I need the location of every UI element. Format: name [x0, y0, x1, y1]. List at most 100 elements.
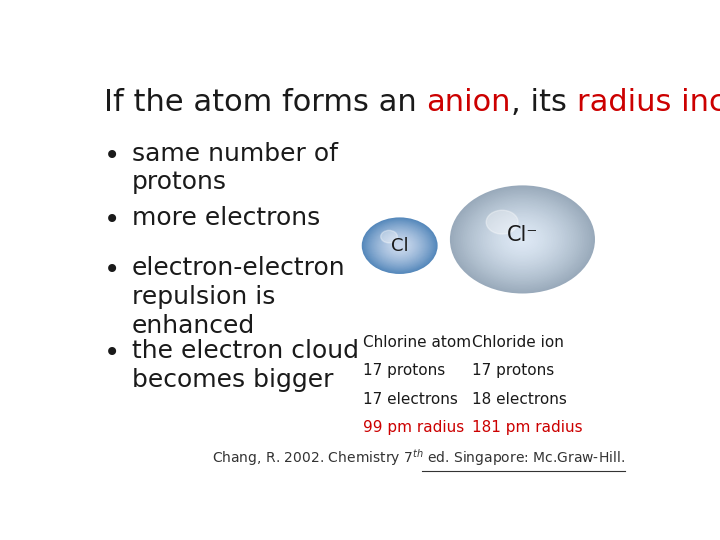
Circle shape [485, 211, 561, 268]
Circle shape [366, 220, 434, 271]
Text: anion: anion [426, 87, 511, 117]
Circle shape [488, 214, 557, 265]
Circle shape [393, 241, 406, 251]
Circle shape [384, 234, 416, 258]
Circle shape [388, 237, 411, 254]
Circle shape [486, 212, 559, 266]
Circle shape [379, 231, 420, 260]
Text: , its: , its [511, 87, 577, 117]
Circle shape [482, 210, 562, 269]
Circle shape [397, 244, 402, 247]
Circle shape [455, 190, 590, 289]
Text: more electrons: more electrons [132, 206, 320, 230]
Circle shape [385, 235, 414, 256]
Circle shape [470, 200, 575, 279]
Circle shape [397, 244, 402, 248]
Circle shape [475, 204, 570, 274]
Text: 18 electrons: 18 electrons [472, 392, 567, 407]
Text: 99 pm radius: 99 pm radius [364, 420, 464, 435]
Circle shape [392, 240, 408, 251]
Circle shape [395, 242, 405, 249]
Circle shape [372, 225, 428, 267]
Circle shape [384, 234, 415, 257]
Circle shape [461, 193, 584, 285]
Circle shape [492, 217, 553, 262]
Text: 17 electrons: 17 electrons [364, 392, 459, 407]
Text: radius increases: radius increases [577, 87, 720, 117]
Text: 181 pm radius: 181 pm radius [472, 420, 583, 435]
Circle shape [374, 227, 426, 265]
Circle shape [387, 236, 413, 255]
Circle shape [477, 206, 568, 273]
Text: electron-electron
repulsion is
enhanced: electron-electron repulsion is enhanced [132, 256, 346, 338]
Circle shape [361, 218, 438, 274]
Text: Chlorine atom: Chlorine atom [364, 335, 472, 350]
Circle shape [468, 199, 577, 280]
Circle shape [364, 219, 436, 273]
Circle shape [364, 220, 435, 272]
Circle shape [376, 228, 423, 264]
Circle shape [521, 238, 524, 241]
Circle shape [454, 188, 591, 291]
Circle shape [372, 225, 427, 266]
Text: •: • [104, 141, 120, 170]
Circle shape [457, 191, 588, 288]
Circle shape [377, 229, 423, 262]
Circle shape [504, 226, 541, 253]
Circle shape [490, 215, 555, 264]
Circle shape [493, 218, 552, 261]
Text: •: • [104, 339, 120, 367]
Circle shape [387, 237, 412, 255]
Circle shape [382, 232, 418, 259]
Text: Chang, R. 2002. Chemistry 7$^{th}$ ed. Singapore: Mc.Graw-Hill.: Chang, R. 2002. Chemistry 7$^{th}$ ed. S… [212, 447, 624, 468]
Text: If the atom forms an: If the atom forms an [104, 87, 426, 117]
Text: the electron cloud
becomes bigger: the electron cloud becomes bigger [132, 339, 359, 392]
Circle shape [391, 239, 408, 252]
Text: Cl⁻: Cl⁻ [507, 225, 538, 245]
Text: 17 protons: 17 protons [364, 363, 446, 379]
Circle shape [451, 187, 593, 292]
Text: 17 protons: 17 protons [472, 363, 554, 379]
Circle shape [450, 185, 595, 294]
Circle shape [390, 239, 409, 253]
Circle shape [463, 195, 582, 284]
Text: Chloride ion: Chloride ion [472, 335, 564, 350]
Circle shape [363, 218, 437, 273]
Circle shape [479, 207, 566, 272]
Circle shape [474, 203, 572, 276]
Circle shape [373, 226, 426, 266]
Circle shape [394, 241, 405, 250]
Circle shape [503, 225, 542, 254]
Text: Cl: Cl [391, 237, 408, 255]
Circle shape [513, 233, 531, 246]
Circle shape [390, 238, 410, 253]
Circle shape [379, 230, 420, 261]
Circle shape [396, 243, 403, 248]
Circle shape [512, 231, 534, 247]
Circle shape [495, 219, 549, 260]
Circle shape [486, 210, 518, 234]
Circle shape [378, 230, 421, 262]
Circle shape [481, 208, 564, 271]
Circle shape [459, 192, 586, 287]
Circle shape [399, 245, 400, 246]
Text: •: • [104, 206, 120, 234]
Circle shape [381, 232, 418, 260]
Text: •: • [104, 256, 120, 284]
Circle shape [367, 221, 432, 269]
Circle shape [370, 224, 429, 268]
Circle shape [517, 235, 528, 244]
Circle shape [508, 228, 537, 250]
Circle shape [382, 233, 417, 259]
Circle shape [519, 237, 526, 242]
Circle shape [381, 231, 397, 243]
Circle shape [464, 196, 580, 282]
Circle shape [375, 227, 424, 264]
Circle shape [366, 221, 433, 271]
Text: same number of
protons: same number of protons [132, 141, 338, 194]
Circle shape [467, 198, 579, 281]
Circle shape [369, 222, 431, 269]
Circle shape [516, 234, 530, 245]
Circle shape [497, 220, 548, 258]
Circle shape [510, 230, 535, 249]
